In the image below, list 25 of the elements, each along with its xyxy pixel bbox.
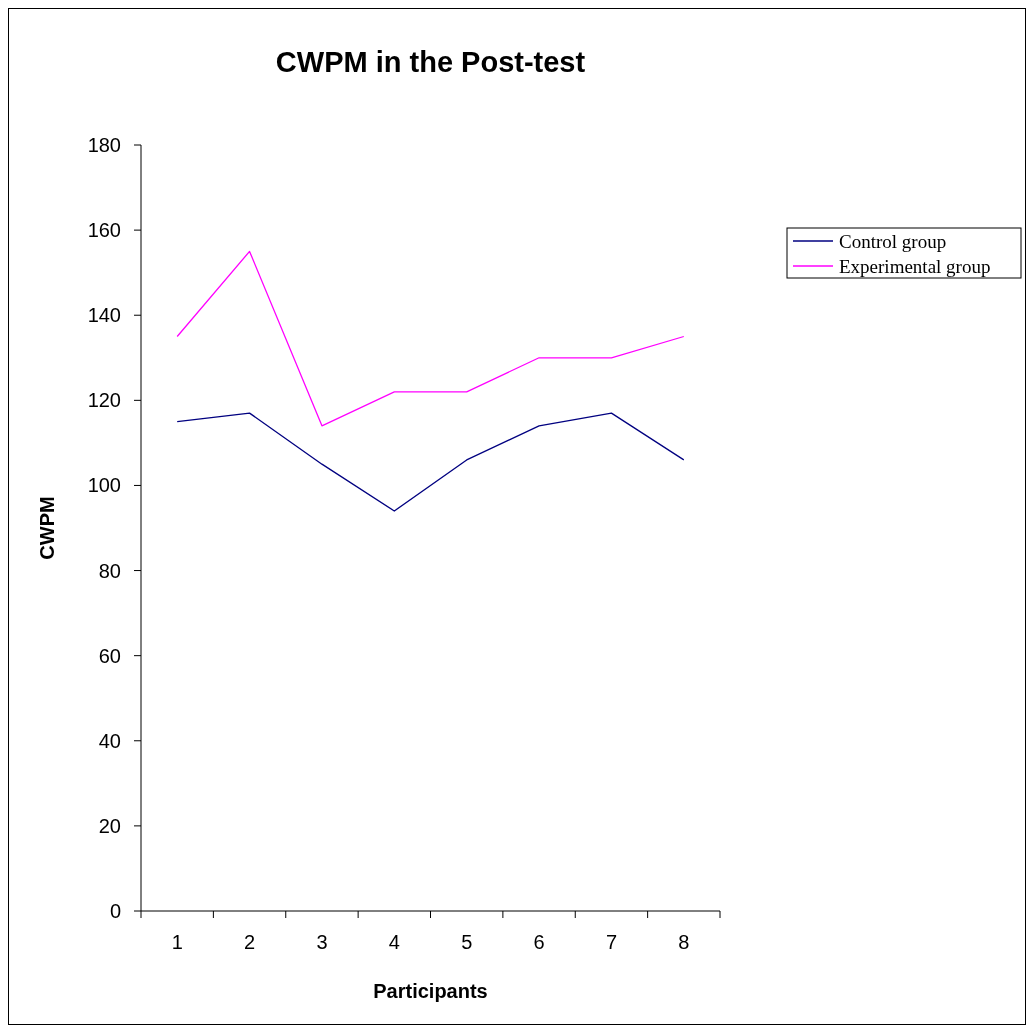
y-axis-title: CWPM xyxy=(36,496,58,560)
x-tick-label: 3 xyxy=(316,931,328,953)
y-tick-label: 180 xyxy=(87,134,121,156)
x-tick-label: 1 xyxy=(171,931,183,953)
y-tick-label: 120 xyxy=(87,389,121,412)
x-tick-label: 6 xyxy=(533,931,545,953)
x-tick-label: 8 xyxy=(678,931,690,953)
x-axis-title: Participants xyxy=(373,980,488,1002)
x-tick-label: 7 xyxy=(605,931,617,953)
line-series xyxy=(176,250,685,427)
line-series xyxy=(176,412,685,512)
y-tick-label: 160 xyxy=(87,219,121,242)
y-tick-label: 100 xyxy=(87,474,121,497)
legend-label: Experimental group xyxy=(839,255,991,277)
y-tick-label: 60 xyxy=(98,644,121,667)
x-tick-label: 4 xyxy=(388,931,400,953)
x-tick-label: 2 xyxy=(244,931,256,953)
x-tick-label: 5 xyxy=(461,931,473,953)
chart-title: CWPM in the Post-test xyxy=(275,46,586,78)
y-tick-label: 40 xyxy=(98,729,121,752)
legend-label: Control group xyxy=(839,230,947,252)
y-tick-label: 140 xyxy=(87,304,121,327)
y-tick-label: 20 xyxy=(98,814,121,837)
y-tick-label: 80 xyxy=(98,559,121,582)
y-tick-label: 0 xyxy=(109,900,121,922)
